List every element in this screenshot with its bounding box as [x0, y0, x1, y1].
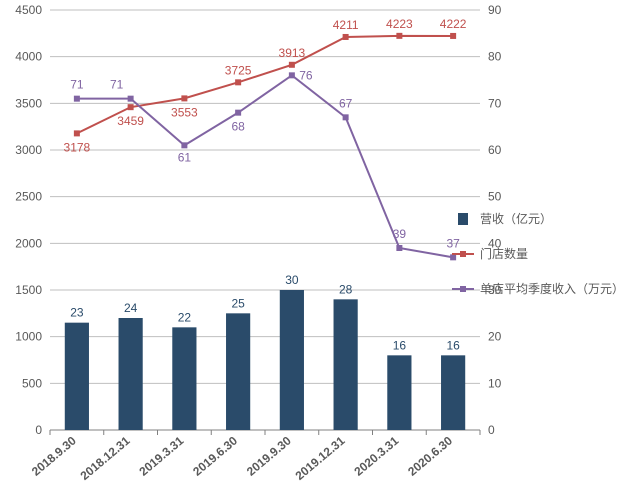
- bar: [441, 355, 465, 430]
- legend-swatch: [452, 249, 474, 259]
- series-marker: [343, 34, 349, 40]
- y-right-tick: 80: [488, 50, 502, 64]
- series-label: 4211: [333, 18, 359, 32]
- series-label: 4222: [440, 17, 467, 31]
- series-label: 3725: [225, 63, 252, 77]
- y-right-tick: 90: [488, 3, 502, 17]
- y-left-tick: 3500: [15, 96, 42, 110]
- bar: [226, 313, 250, 430]
- y-right-tick: 10: [488, 376, 502, 390]
- bar: [387, 355, 411, 430]
- y-left-tick: 2500: [15, 190, 42, 204]
- y-left-tick: 4500: [15, 3, 42, 17]
- bar-label: 25: [231, 296, 245, 310]
- x-tick-label: 2018.12.31: [78, 433, 133, 483]
- y-right-tick: 0: [488, 423, 495, 437]
- legend-label: 单店平均季度收入（万元）: [480, 280, 624, 297]
- y-right-tick: 60: [488, 143, 502, 157]
- series-label: 76: [299, 68, 313, 82]
- series-marker: [74, 130, 80, 136]
- series-marker: [450, 33, 456, 39]
- series-marker: [181, 95, 187, 101]
- bar: [65, 323, 89, 430]
- y-left-tick: 1500: [15, 283, 42, 297]
- y-left-tick: 4000: [15, 50, 42, 64]
- y-left-tick: 2000: [15, 236, 42, 250]
- x-tick-label: 2019.3.31: [136, 433, 186, 478]
- series-label: 39: [393, 227, 407, 241]
- y-left-tick: 0: [35, 423, 42, 437]
- series-label: 61: [178, 150, 192, 164]
- legend-swatch: [452, 284, 474, 294]
- bar: [119, 318, 143, 430]
- series-label: 3459: [117, 114, 144, 128]
- x-tick-label: 2018.9.30: [29, 433, 79, 478]
- legend-swatch: [452, 213, 474, 225]
- bar-label: 16: [446, 338, 460, 352]
- y-left-tick: 500: [22, 376, 42, 390]
- legend-item: 单店平均季度收入（万元）: [452, 280, 624, 297]
- series-label: 67: [339, 96, 353, 110]
- bar-label: 30: [285, 273, 299, 287]
- bar-label: 16: [393, 338, 407, 352]
- x-tick-label: 2020.6.30: [405, 433, 455, 478]
- series-marker: [235, 79, 241, 85]
- bar-label: 28: [339, 282, 353, 296]
- y-right-tick: 20: [488, 330, 502, 344]
- y-right-tick: 70: [488, 96, 502, 110]
- x-tick-label: 2019.6.30: [190, 433, 240, 478]
- x-tick-label: 2019.9.30: [244, 433, 294, 478]
- legend-label: 门店数量: [480, 245, 528, 262]
- series-marker: [74, 96, 80, 102]
- series-marker: [396, 245, 402, 251]
- bar-label: 22: [178, 310, 192, 324]
- x-tick-label: 2020.3.31: [351, 433, 401, 478]
- legend-label: 营收（亿元）: [480, 210, 552, 227]
- series-label: 3553: [171, 105, 198, 119]
- series-marker: [396, 33, 402, 39]
- bar-label: 23: [70, 306, 84, 320]
- y-left-tick: 1000: [15, 330, 42, 344]
- y-right-tick: 50: [488, 190, 502, 204]
- legend-item: 营收（亿元）: [452, 210, 624, 227]
- legend-item: 门店数量: [452, 245, 624, 262]
- bar: [172, 327, 196, 430]
- bar-label: 24: [124, 301, 138, 315]
- series-marker: [181, 142, 187, 148]
- series-marker: [128, 104, 134, 110]
- series-label: 68: [231, 120, 245, 134]
- series-marker: [289, 62, 295, 68]
- series-label: 3178: [64, 140, 91, 154]
- series-marker: [128, 96, 134, 102]
- series-marker: [289, 72, 295, 78]
- series-marker: [343, 114, 349, 120]
- series-label: 71: [110, 78, 124, 92]
- combo-chart: 0 500 1000 1500 2000 2500 3000 3500 4000 4500 0 10 2…: [0, 0, 634, 502]
- bar: [280, 290, 304, 430]
- bar: [334, 299, 358, 430]
- legend: 营收（亿元） 门店数量单店平均季度收入（万元）: [452, 210, 624, 315]
- series-marker: [235, 110, 241, 116]
- series-label: 3913: [279, 46, 306, 60]
- y-left-tick: 3000: [15, 143, 42, 157]
- x-tick-label: 2019.12.31: [293, 433, 348, 483]
- series-label: 4223: [386, 17, 413, 31]
- series-label: 71: [70, 78, 84, 92]
